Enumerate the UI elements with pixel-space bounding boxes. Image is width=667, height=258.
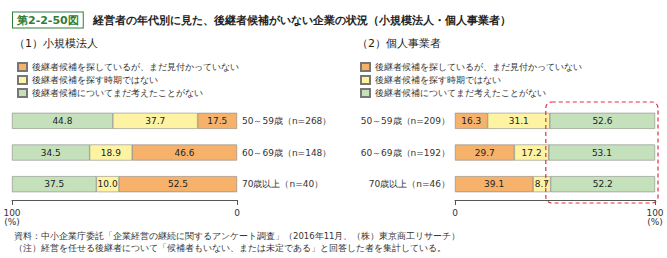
svg-text:44.8: 44.8 [52,116,72,126]
svg-text:(%): (%) [647,217,663,227]
svg-text:70歳以上（n=46）: 70歳以上（n=46） [369,179,450,189]
svg-text:経営者の年代別に見た、後継者候補がいない企業の状況（小規模法: 経営者の年代別に見た、後継者候補がいない企業の状況（小規模法人・個人事業者） [92,14,511,27]
svg-text:17.5: 17.5 [207,116,227,126]
svg-text:0: 0 [234,208,240,218]
svg-text:18.9: 18.9 [101,148,121,158]
svg-text:70歳以上（n=40）: 70歳以上（n=40） [242,179,323,189]
svg-text:100: 100 [3,208,20,218]
svg-text:31.1: 31.1 [509,116,529,126]
svg-text:第2-2-50図: 第2-2-50図 [16,14,79,27]
svg-text:後継者候補についてまだ考えたことがない: 後継者候補についてまだ考えたことがない [32,88,203,98]
svg-text:後継者候補についてまだ考えたことがない: 後継者候補についてまだ考えたことがない [375,88,546,98]
svg-text:60～69歳（n=192）: 60～69歳（n=192） [361,148,450,158]
svg-text:（1）小規模法人: （1）小規模法人 [14,37,98,50]
svg-text:後継者候補を探す時期ではない: 後継者候補を探す時期ではない [32,75,158,85]
svg-text:37.7: 37.7 [145,116,165,126]
svg-text:10.0: 10.0 [98,179,118,189]
svg-text:29.7: 29.7 [475,148,495,158]
svg-text:(%): (%) [4,217,20,227]
svg-text:50～59歳（n=209）: 50～59歳（n=209） [361,116,450,126]
svg-text:17.2: 17.2 [522,148,542,158]
svg-text:後継者候補を探しているが、まだ見付かっていない: 後継者候補を探しているが、まだ見付かっていない [375,62,582,72]
svg-text:52.5: 52.5 [168,179,188,189]
svg-text:16.3: 16.3 [461,116,481,126]
svg-text:50～59歳（n=268）: 50～59歳（n=268） [242,116,331,126]
svg-text:（注）経営を任せる後継者について「候補者もいない、または未定: （注）経営を任せる後継者について「候補者もいない、または未定である」と回答した者… [14,243,446,253]
svg-text:0: 0 [452,208,458,218]
svg-text:8.7: 8.7 [535,179,549,189]
svg-text:52.6: 52.6 [592,116,612,126]
svg-text:100: 100 [646,208,663,218]
svg-text:37.5: 37.5 [44,179,64,189]
svg-text:（2）個人事業者: （2）個人事業者 [357,37,441,50]
svg-text:後継者候補を探す時期ではない: 後継者候補を探す時期ではない [375,75,501,85]
svg-text:34.5: 34.5 [41,148,61,158]
svg-text:52.2: 52.2 [593,179,613,189]
svg-text:39.1: 39.1 [484,179,504,189]
svg-text:60～69歳（n=148）: 60～69歳（n=148） [242,148,331,158]
svg-text:資料：中小企業庁委託「企業経営の継続に関するアンケート調査」: 資料：中小企業庁委託「企業経営の継続に関するアンケート調査」（2016年11月、… [14,231,460,241]
svg-text:53.1: 53.1 [592,148,612,158]
svg-text:後継者候補を探しているが、まだ見付かっていない: 後継者候補を探しているが、まだ見付かっていない [32,62,239,72]
svg-text:46.6: 46.6 [175,148,195,158]
